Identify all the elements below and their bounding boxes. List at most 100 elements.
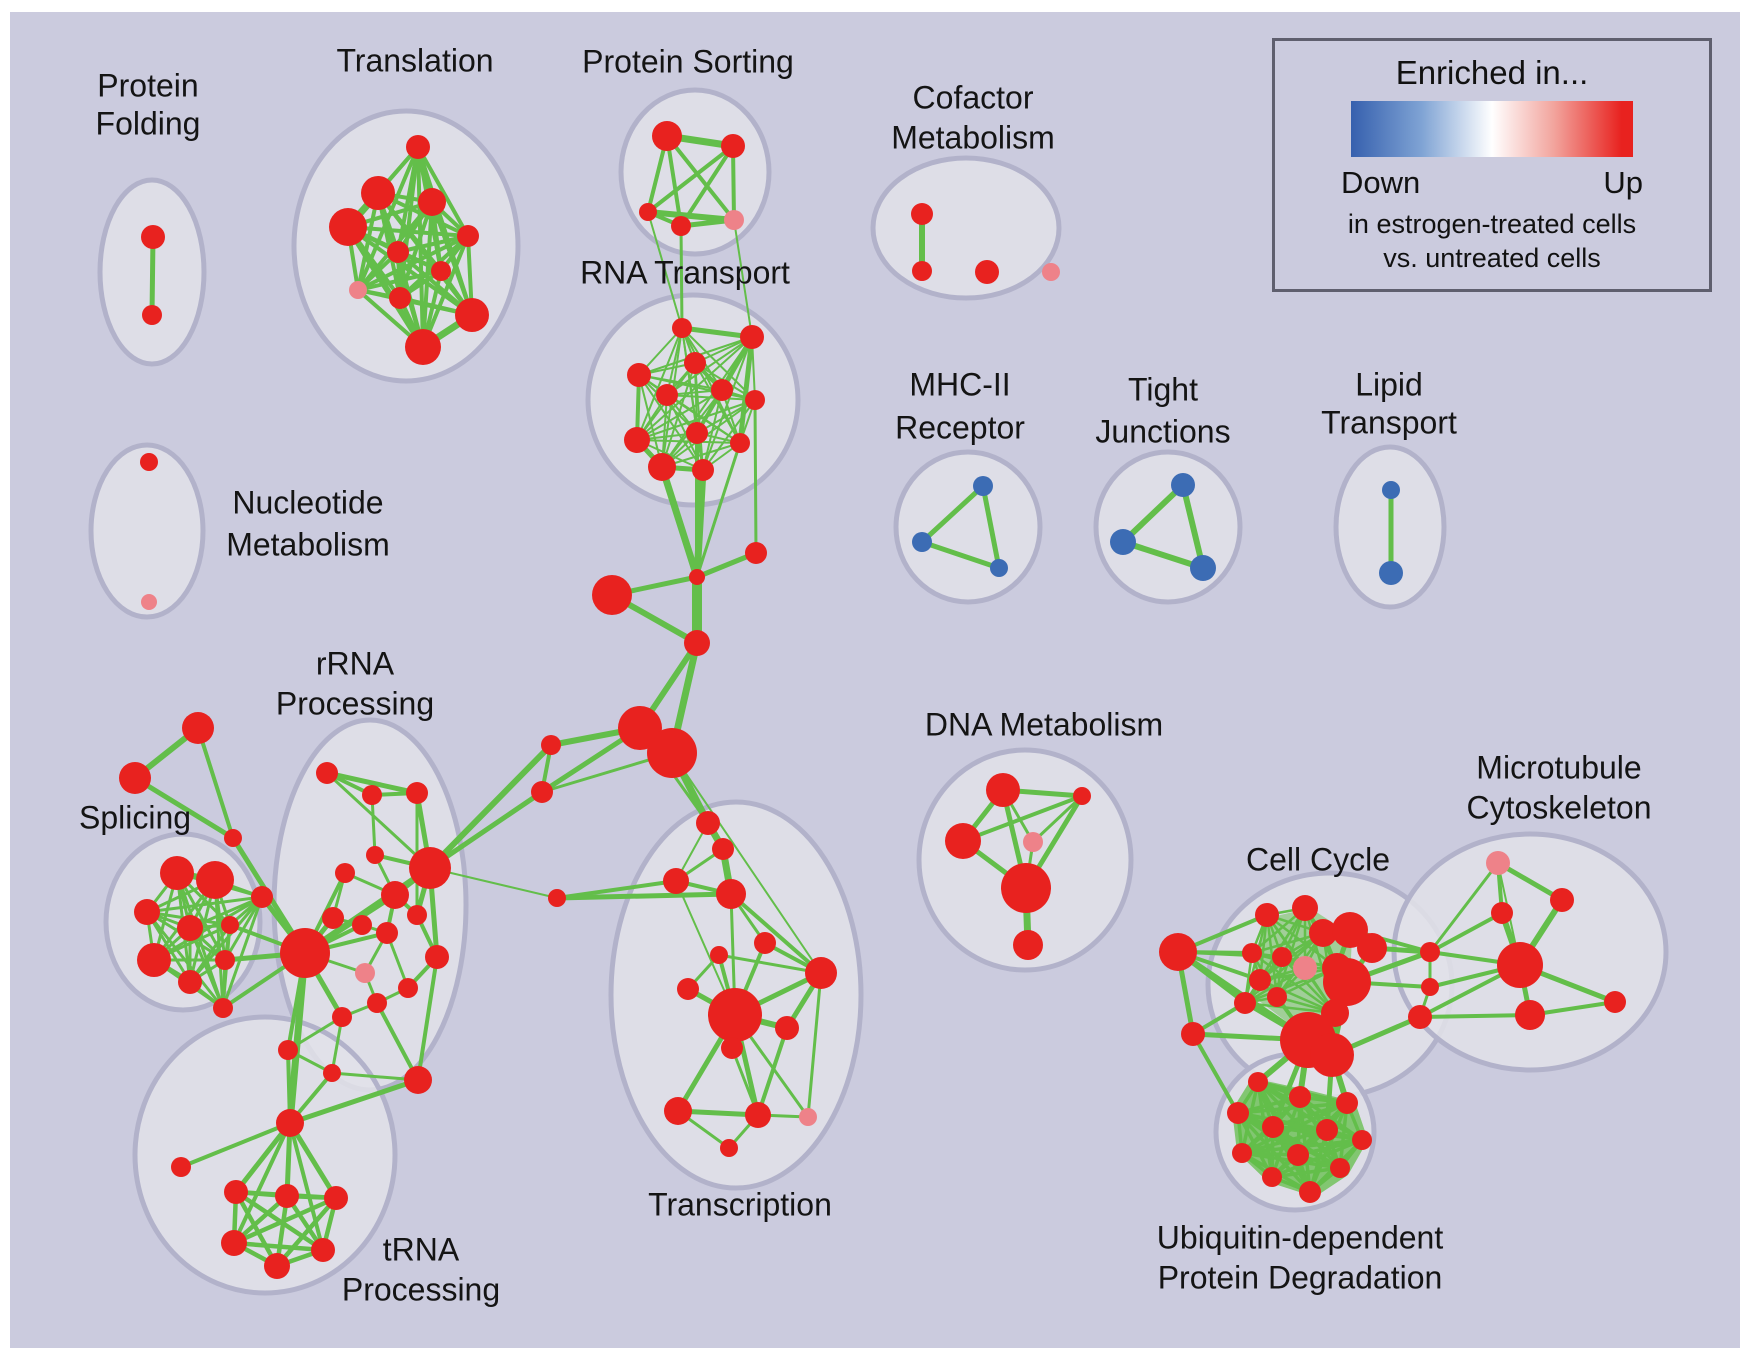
gene-set-node-tri [224,829,242,847]
edge [658,463,701,581]
edge [1250,951,1337,1015]
edge [646,144,735,214]
gene-set-node-rt [627,363,651,387]
edge [961,794,1084,843]
gene-set-node-cm [1042,263,1060,281]
gene-set-node-sp [178,970,202,994]
edge [695,441,742,579]
gene-set-node-mt [1497,942,1543,988]
cluster-label-rr: Processing [276,685,434,721]
gene-set-node-tl [389,287,411,309]
gene-set-node-lt [1382,481,1400,499]
legend-caption: in estrogen-treated cells vs. untreated … [1275,207,1709,275]
gene-set-node-sp [160,856,194,890]
edge [679,224,684,330]
gene-set-node-tx [712,838,734,860]
cluster-ellipse-tj [1093,449,1243,605]
gene-set-node-mt [1550,888,1574,912]
cluster-ellipse-cm [870,155,1062,301]
cluster-label-rt: RNA Transport [580,254,790,290]
gene-set-node-rr [322,907,344,929]
gene-set-node-rr [355,963,375,983]
gene-set-node-rt [745,390,765,410]
gene-set-node-cc [1255,903,1279,927]
gene-set-node-cc [1272,947,1292,967]
edge [1418,1013,1532,1019]
edge [636,336,753,441]
gene-set-node-rr [366,846,384,864]
cluster-label-mh: Receptor [895,409,1025,445]
gene-set-node-rr [352,915,372,935]
gene-set-node-cc [1408,1005,1432,1029]
cluster-label-lt: Transport [1321,404,1457,440]
gene-set-node-dm [1013,930,1043,960]
edge [429,867,558,899]
edge [717,953,823,975]
gene-set-node-sp [137,943,171,977]
edge [324,770,420,796]
gene-set-node-sp [251,886,273,908]
edge [196,726,235,840]
gene-set-node-tri [119,762,151,794]
edge [325,771,432,870]
edge [671,752,822,974]
cluster-label-cm: Metabolism [891,119,1055,155]
gene-set-node-tj [1110,529,1136,555]
gene-set-node-sp [215,950,235,970]
edge [733,219,753,338]
edge [330,1071,420,1082]
gene-set-node-tr [171,1157,191,1177]
gene-set-node-rt [648,453,676,481]
gene-set-node-rt [656,384,678,406]
gene-set-node-cn [541,735,561,755]
gene-set-node-cn [647,728,697,778]
gene-set-node-cc [1310,1033,1354,1077]
gene-set-node-tx [754,932,776,954]
edge [1243,931,1325,1005]
gene-set-node-tri [182,712,214,744]
edge [647,211,683,329]
cluster-label-dm: DNA Metabolism [925,706,1163,742]
cluster-ellipse-nm [88,442,206,620]
cluster-label-tj: Tight [1128,371,1198,407]
edge [1270,1166,1342,1179]
legend-up-label: Up [1603,165,1643,200]
gene-set-node-cc [1309,919,1337,947]
gene-set-node-tx [721,1037,743,1059]
edge [346,225,474,317]
edge [132,775,236,841]
gene-set-node-rr [367,993,387,1013]
gene-set-node-rt [672,318,692,338]
gene-set-node-rt [740,325,764,349]
edge [288,1121,325,1252]
gene-set-node-rr [376,922,398,944]
gene-set-node-tl [387,241,409,263]
gene-set-node-pf [141,225,165,249]
gene-set-node-cc [1292,895,1318,921]
edge [416,145,470,238]
gene-set-node-cn [689,569,705,585]
gene-set-node-tx [664,1097,692,1125]
edge [231,1195,339,1246]
gene-set-node-cn [618,706,662,750]
gene-set-node-mh [912,532,932,552]
edge [756,1026,789,1117]
gene-set-node-rt [686,422,708,444]
gene-set-node-tr [275,1184,299,1208]
gene-set-node-tl [457,225,479,247]
gene-set-node-ub [1289,1086,1311,1108]
gene-set-node-cn [592,575,632,615]
edge [636,389,723,441]
gene-set-node-tx [775,1016,799,1040]
gene-set-node-ub [1262,1116,1284,1138]
gene-set-node-rr [381,881,409,909]
edge [1428,911,1504,954]
gene-set-node-ub [1330,1158,1350,1178]
gene-set-node-cn [745,542,767,564]
gene-set-node-mt [1604,991,1626,1013]
edge [1428,861,1500,954]
gene-set-node-rr [406,782,428,804]
gene-set-node-ub [1299,1181,1321,1203]
edge [1120,482,1186,545]
gene-set-node-tx [710,946,728,964]
